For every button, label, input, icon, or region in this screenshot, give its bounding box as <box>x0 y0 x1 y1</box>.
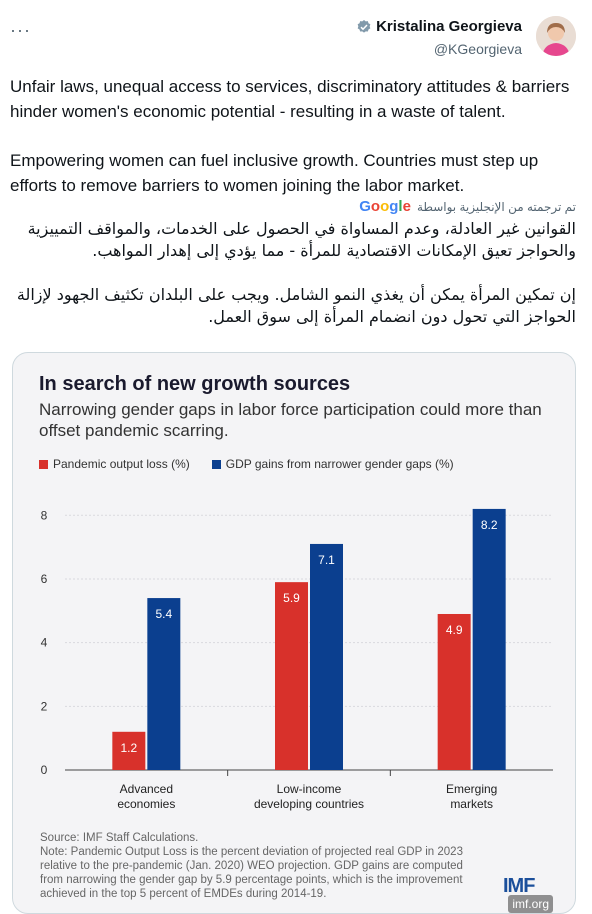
author-display-name[interactable]: Kristalina Georgieva <box>376 18 522 35</box>
author-handle[interactable]: @KGeorgieva <box>433 41 522 57</box>
x-tick-label: developing countries <box>254 797 364 811</box>
imf-watermark: imf.org <box>508 895 553 913</box>
google-logo: Google <box>359 198 411 215</box>
avatar-image <box>536 16 576 56</box>
x-tick-label: Low-income <box>277 782 342 796</box>
legend-item-gdp-gains: GDP gains from narrower gender gaps (%) <box>211 457 454 471</box>
translation-attribution[interactable]: تم ترجمته من الإنجليزية بواسطة Google <box>359 198 576 215</box>
translation-label: تم ترجمته من الإنجليزية بواسطة <box>416 199 576 214</box>
bar <box>472 508 506 770</box>
translated-text: القوانين غير العادلة، وعدم المساواة في ا… <box>16 218 576 350</box>
chart-subtitle: Narrowing gender gaps in labor force par… <box>39 400 542 440</box>
x-tick-label: economies <box>117 797 175 811</box>
legend-item-output-loss: Pandemic output loss (%) <box>39 457 190 471</box>
verified-badge-icon <box>357 19 371 33</box>
more-options-icon[interactable]: ··· <box>10 20 31 40</box>
y-tick-label: 2 <box>41 699 48 713</box>
bar-value-label: 1.2 <box>120 741 137 755</box>
bar-value-label: 4.9 <box>446 623 463 637</box>
author-info: Kristalina Georgieva @KGeorgieva <box>356 18 522 57</box>
x-tick-label: Emerging <box>446 782 497 796</box>
chart-title: In search of new growth sources <box>39 373 351 395</box>
tweet-paragraph: Empowering women can fuel inclusive grow… <box>10 151 539 195</box>
legend-swatch-blue <box>211 459 221 469</box>
y-tick-label: 8 <box>41 508 48 522</box>
y-tick-label: 6 <box>41 572 48 586</box>
bar <box>112 731 146 770</box>
chart-source: Source: IMF Staff Calculations. <box>40 832 199 844</box>
tweet-paragraph: Unfair laws, unequal access to services,… <box>10 77 570 121</box>
imf-logo: IMF <box>503 875 535 897</box>
bar <box>310 543 343 770</box>
chart-image-card[interactable]: In search of new growth sources Narrowin… <box>12 352 576 914</box>
bar-value-label: 7.1 <box>318 553 335 567</box>
chart-note: Note: Pandemic Output Loss is the percen… <box>40 846 463 900</box>
bar <box>147 598 181 770</box>
legend-label: Pandemic output loss (%) <box>53 457 190 471</box>
x-tick-label: Advanced <box>120 782 173 796</box>
translated-paragraph: القوانين غير العادلة، وعدم المساواة في ا… <box>27 219 576 260</box>
translated-paragraph: إن تمكين المرأة يمكن أن يغذي النمو الشام… <box>16 285 576 326</box>
y-tick-label: 0 <box>41 763 48 777</box>
bar-value-label: 8.2 <box>481 518 498 532</box>
bar-value-label: 5.4 <box>155 607 172 621</box>
bar <box>275 582 308 770</box>
tweet-text: Unfair laws, unequal access to services,… <box>10 74 580 222</box>
avatar[interactable] <box>536 16 576 56</box>
bar <box>437 613 471 770</box>
x-tick-label: markets <box>450 797 493 811</box>
chart-legend: Pandemic output loss (%) GDP gains from … <box>39 457 454 471</box>
bar-value-label: 5.9 <box>283 591 300 605</box>
y-tick-label: 4 <box>41 636 48 650</box>
chart-notes: Source: IMF Staff Calculations. Note: Pa… <box>40 831 480 901</box>
legend-swatch-red <box>39 459 48 469</box>
legend-label: GDP gains from narrower gender gaps (%) <box>225 457 454 471</box>
